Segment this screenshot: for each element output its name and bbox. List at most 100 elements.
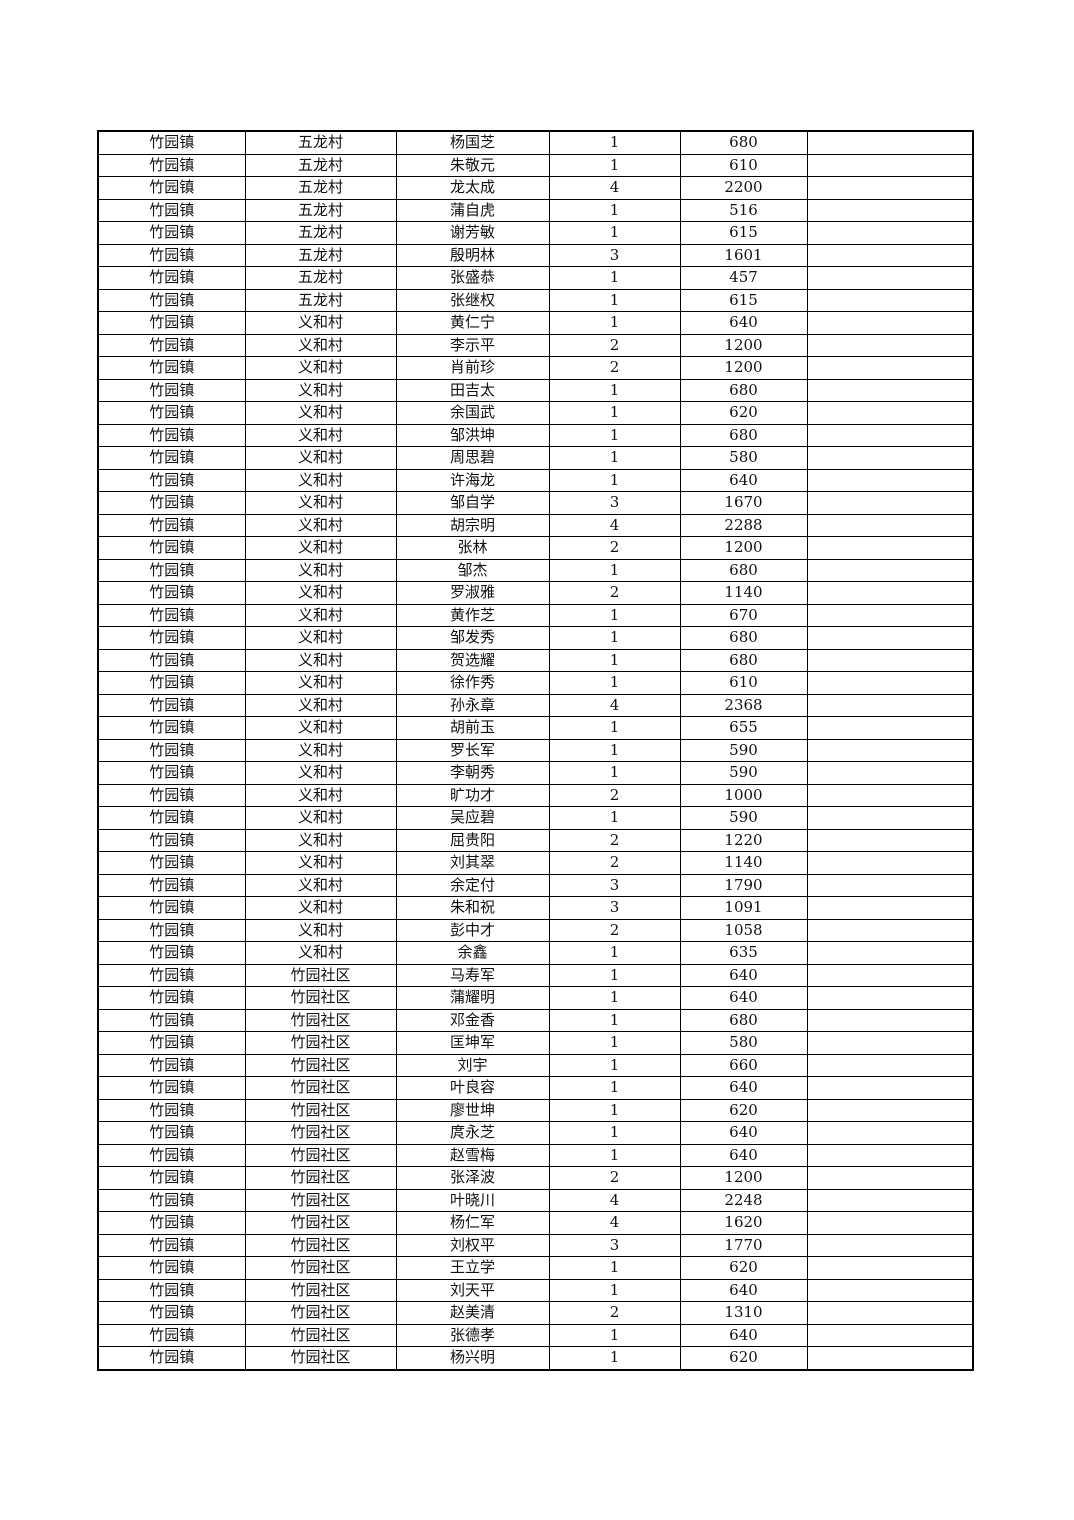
amount-cell: 516 xyxy=(679,198,808,222)
town-cell: 竹园镇 xyxy=(97,1166,246,1190)
village-cell: 五龙村 xyxy=(244,198,397,222)
table-row: 竹园镇 竹园社区 蒲耀明 1 640 xyxy=(97,986,974,1010)
amount-cell: 640 xyxy=(679,468,808,492)
household-size-cell: 3 xyxy=(548,491,681,515)
amount-cell: 2200 xyxy=(679,176,808,200)
remark-cell xyxy=(806,198,974,222)
village-cell: 义和村 xyxy=(244,558,397,582)
remark-cell xyxy=(806,693,974,717)
remark-cell xyxy=(806,1098,974,1122)
village-cell: 竹园社区 xyxy=(244,1278,397,1302)
amount-cell: 1670 xyxy=(679,491,808,515)
household-size-cell: 4 xyxy=(548,176,681,200)
name-cell: 孙永章 xyxy=(395,693,550,717)
remark-cell xyxy=(806,581,974,605)
household-size-cell: 1 xyxy=(548,423,681,447)
town-cell: 竹园镇 xyxy=(97,1301,246,1325)
name-cell: 杨兴明 xyxy=(395,1346,550,1370)
table-row: 竹园镇 义和村 李朝秀 1 590 xyxy=(97,761,974,785)
village-cell: 竹园社区 xyxy=(244,1008,397,1032)
remark-cell xyxy=(806,1143,974,1167)
town-cell: 竹园镇 xyxy=(97,873,246,897)
remark-cell xyxy=(806,558,974,582)
table-row: 竹园镇 五龙村 张继权 1 615 xyxy=(97,288,974,312)
town-cell: 竹园镇 xyxy=(97,783,246,807)
remark-cell xyxy=(806,356,974,380)
village-cell: 义和村 xyxy=(244,896,397,920)
remark-cell xyxy=(806,266,974,290)
village-cell: 竹园社区 xyxy=(244,1166,397,1190)
town-cell: 竹园镇 xyxy=(97,1188,246,1212)
village-cell: 义和村 xyxy=(244,536,397,560)
name-cell: 殷明林 xyxy=(395,243,550,267)
amount-cell: 680 xyxy=(679,378,808,402)
village-cell: 义和村 xyxy=(244,468,397,492)
table-row: 竹园镇 义和村 田吉太 1 680 xyxy=(97,378,974,402)
household-size-cell: 1 xyxy=(548,198,681,222)
amount-cell: 640 xyxy=(679,1143,808,1167)
household-size-cell: 1 xyxy=(548,941,681,965)
table-body: 竹园镇 五龙村 杨国芝 1 680 竹园镇 五龙村 朱敬元 1 610 竹园镇 五龙村 龙太成 4 2200… xyxy=(97,130,974,1370)
village-cell: 竹园社区 xyxy=(244,963,397,987)
household-size-cell: 1 xyxy=(548,1143,681,1167)
name-cell: 屈贵阳 xyxy=(395,828,550,852)
remark-cell xyxy=(806,1211,974,1235)
remark-cell xyxy=(806,423,974,447)
table-row: 竹园镇 竹园社区 叶良容 1 640 xyxy=(97,1076,974,1100)
remark-cell xyxy=(806,1076,974,1100)
household-size-cell: 2 xyxy=(548,581,681,605)
amount-cell: 1220 xyxy=(679,828,808,852)
remark-cell xyxy=(806,1323,974,1347)
town-cell: 竹园镇 xyxy=(97,153,246,177)
name-cell: 蒲自虎 xyxy=(395,198,550,222)
village-cell: 五龙村 xyxy=(244,243,397,267)
village-cell: 竹园社区 xyxy=(244,1143,397,1167)
name-cell: 吴应碧 xyxy=(395,806,550,830)
name-cell: 赵美清 xyxy=(395,1301,550,1325)
name-cell: 杨国芝 xyxy=(395,130,550,155)
amount-cell: 590 xyxy=(679,806,808,830)
household-size-cell: 1 xyxy=(548,130,681,155)
remark-cell xyxy=(806,1233,974,1257)
amount-cell: 680 xyxy=(679,648,808,672)
village-cell: 义和村 xyxy=(244,693,397,717)
village-cell: 义和村 xyxy=(244,513,397,537)
name-cell: 赵雪梅 xyxy=(395,1143,550,1167)
amount-cell: 590 xyxy=(679,738,808,762)
name-cell: 张盛恭 xyxy=(395,266,550,290)
name-cell: 刘权平 xyxy=(395,1233,550,1257)
household-size-cell: 1 xyxy=(548,626,681,650)
town-cell: 竹园镇 xyxy=(97,1323,246,1347)
remark-cell xyxy=(806,153,974,177)
town-cell: 竹园镇 xyxy=(97,513,246,537)
household-size-cell: 3 xyxy=(548,1233,681,1257)
village-cell: 义和村 xyxy=(244,626,397,650)
name-cell: 邹洪坤 xyxy=(395,423,550,447)
remark-cell xyxy=(806,468,974,492)
village-cell: 义和村 xyxy=(244,401,397,425)
table-row: 竹园镇 竹园社区 刘天平 1 640 xyxy=(97,1278,974,1302)
table-row: 竹园镇 义和村 许海龙 1 640 xyxy=(97,468,974,492)
remark-cell xyxy=(806,603,974,627)
town-cell: 竹园镇 xyxy=(97,1233,246,1257)
town-cell: 竹园镇 xyxy=(97,1031,246,1055)
amount-cell: 640 xyxy=(679,1076,808,1100)
amount-cell: 2368 xyxy=(679,693,808,717)
household-size-cell: 1 xyxy=(548,221,681,245)
remark-cell xyxy=(806,941,974,965)
amount-cell: 1091 xyxy=(679,896,808,920)
town-cell: 竹园镇 xyxy=(97,468,246,492)
name-cell: 王立学 xyxy=(395,1256,550,1280)
village-cell: 义和村 xyxy=(244,918,397,942)
village-cell: 竹园社区 xyxy=(244,1256,397,1280)
remark-cell xyxy=(806,648,974,672)
village-cell: 竹园社区 xyxy=(244,1031,397,1055)
name-cell: 张林 xyxy=(395,536,550,560)
table-row: 竹园镇 义和村 罗长军 1 590 xyxy=(97,738,974,762)
table-row: 竹园镇 义和村 朱和祝 3 1091 xyxy=(97,896,974,920)
town-cell: 竹园镇 xyxy=(97,671,246,695)
name-cell: 张继权 xyxy=(395,288,550,312)
remark-cell xyxy=(806,1053,974,1077)
remark-cell xyxy=(806,783,974,807)
name-cell: 刘宇 xyxy=(395,1053,550,1077)
